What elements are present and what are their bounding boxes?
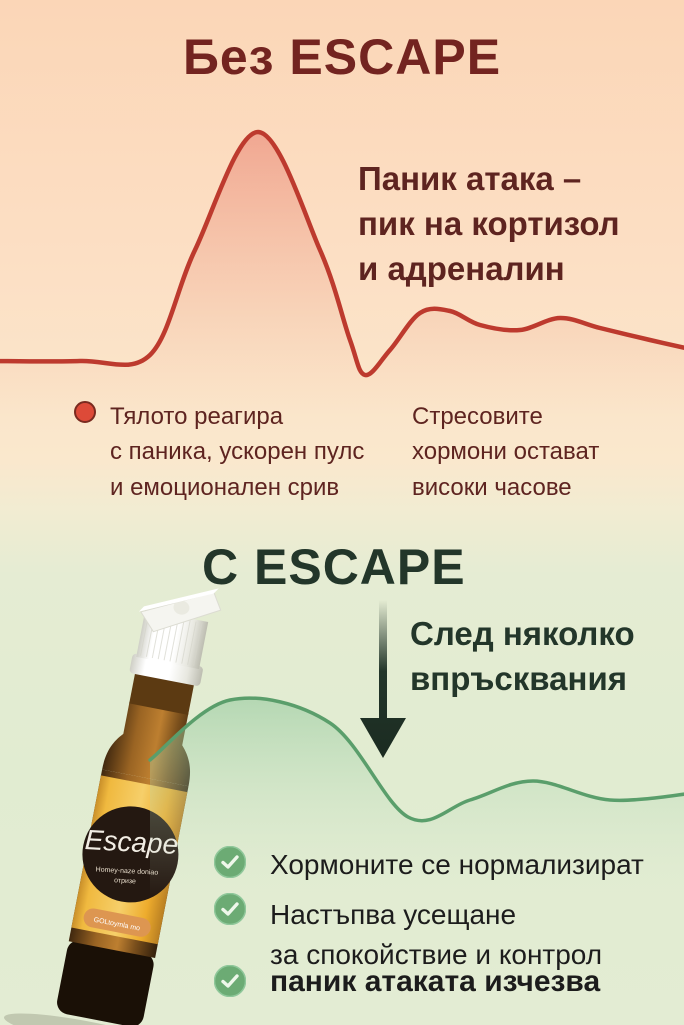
svg-text:отризе: отризе <box>114 877 136 885</box>
svg-text:Escape: Escape <box>84 824 179 860</box>
